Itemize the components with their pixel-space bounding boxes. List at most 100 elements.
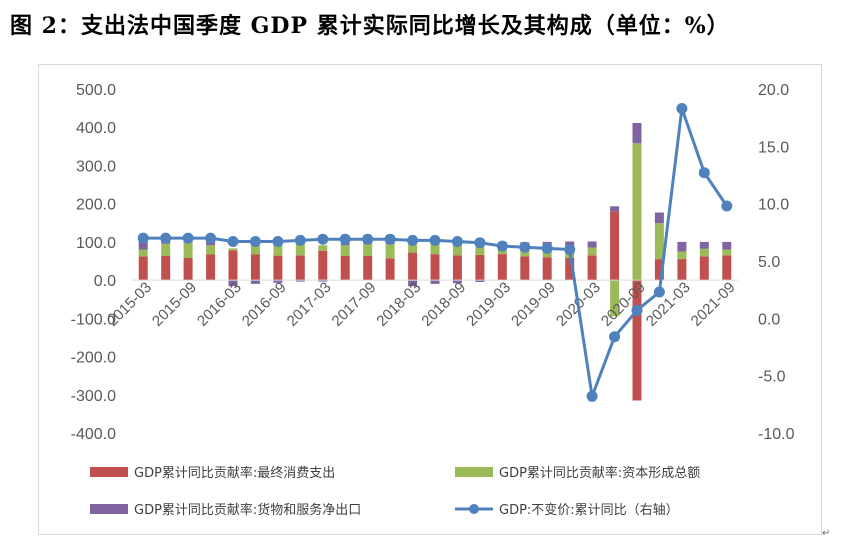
x-tick-label: 2017-03: [284, 279, 335, 330]
right-tick-label: -10.0: [758, 426, 795, 443]
gdp-point: [564, 244, 576, 255]
x-tick-label: 2019-03: [463, 279, 514, 330]
bar-segment: [161, 243, 171, 256]
left-tick-label: -200.0: [71, 350, 116, 367]
bar-segment: [228, 250, 238, 281]
gdp-point: [609, 331, 621, 343]
bar-segment: [295, 243, 305, 256]
bar-segment: [699, 241, 709, 249]
bar-segment: [408, 252, 418, 281]
bar-segment: [497, 254, 507, 281]
bar-segment: [632, 143, 642, 281]
bar-segment: [295, 280, 305, 282]
right-axis: -10.0 -5.0 0.0 5.0 10.0 15.0 20.0: [758, 82, 795, 443]
bar-segment: [250, 280, 260, 284]
bar-segment: [228, 248, 238, 251]
bar-segment: [452, 243, 462, 256]
legend-swatch: [90, 504, 128, 514]
bar-segment: [250, 254, 260, 281]
bar-segment: [318, 250, 328, 281]
gdp-point: [451, 236, 463, 247]
x-tick-label: 2018-03: [373, 279, 424, 330]
legend: GDP累计同比贡献率:最终消费支出 GDP累计同比贡献率:资本形成总额 GDP累计同…: [90, 465, 700, 518]
bar-segment: [273, 280, 283, 283]
gdp-point: [137, 232, 149, 244]
gdp-point: [317, 233, 329, 245]
gdp-point: [519, 241, 531, 253]
gdp-point: [676, 103, 688, 114]
bar-segment: [610, 211, 620, 281]
bar-segment: [138, 249, 148, 257]
bar-series: [138, 123, 732, 401]
right-tick-label: 5.0: [758, 254, 780, 271]
bar-segment: [699, 248, 709, 257]
left-tick-label: -300.0: [71, 388, 116, 405]
left-tick-label: 500.0: [76, 82, 116, 99]
gdp-point: [631, 304, 643, 316]
gdp-point: [339, 233, 351, 245]
bar-segment: [183, 242, 193, 258]
bar-segment: [654, 259, 664, 281]
bar-segment: [385, 258, 395, 281]
left-tick-label: 200.0: [76, 197, 116, 214]
legend-label: GDP累计同比贡献率:资本形成总额: [499, 465, 700, 481]
bar-segment: [138, 241, 148, 250]
bar-segment: [677, 241, 687, 252]
legend-swatch: [455, 467, 493, 477]
gdp-point: [362, 233, 374, 245]
right-tick-label: 20.0: [758, 82, 789, 99]
bar-segment: [183, 257, 193, 281]
bar-segment: [430, 280, 440, 284]
left-tick-label: -100.0: [71, 311, 116, 328]
bar-segment: [587, 255, 597, 281]
right-tick-label: 0.0: [758, 311, 780, 328]
bar-segment: [408, 244, 418, 253]
chart-title: 图 2：支出法中国季度 GDP 累计实际同比增长及其构成（单位：%）: [10, 13, 730, 39]
bar-segment: [250, 243, 260, 255]
gdp-point: [586, 390, 598, 402]
right-tick-label: 15.0: [758, 139, 789, 156]
gdp-point: [653, 286, 665, 298]
gdp-point: [227, 236, 239, 247]
legend-label: GDP累计同比贡献率:最终消费支出: [134, 465, 335, 481]
bar-segment: [228, 280, 238, 287]
bar-segment: [206, 245, 216, 255]
left-axis: -400.0 -300.0 -200.0 -100.0 0.0 100.0 200.0 300…: [71, 82, 116, 443]
bar-segment: [677, 251, 687, 259]
bar-segment: [587, 241, 597, 248]
x-tick-label: 2017-09: [329, 279, 380, 330]
bar-segment: [632, 280, 642, 401]
legend-label: GDP:不变价:累计同比（右轴）: [499, 502, 679, 518]
bar-segment: [565, 257, 575, 281]
chart-frame: [38, 64, 822, 535]
x-tick-label: 2019-09: [508, 279, 559, 330]
gdp-point: [721, 200, 733, 212]
bar-segment: [677, 259, 687, 281]
bar-segment: [363, 243, 373, 256]
bar-segment: [161, 256, 171, 281]
gdp-point: [429, 234, 441, 246]
x-tick-label: 2015-09: [149, 279, 200, 330]
legend-swatch-marker: [469, 504, 479, 514]
left-tick-label: -400.0: [71, 426, 116, 443]
bar-segment: [475, 244, 485, 255]
left-tick-label: 0.0: [94, 273, 116, 290]
gdp-point: [160, 232, 172, 244]
bar-segment: [654, 223, 664, 260]
gdp-point: [182, 232, 194, 244]
gdp-point: [384, 233, 396, 245]
bar-segment: [273, 242, 283, 256]
left-tick-label: 100.0: [76, 235, 116, 252]
bar-segment: [318, 280, 328, 282]
bar-segment: [722, 255, 732, 281]
bar-segment: [699, 256, 709, 281]
x-tick-label: 2021-09: [688, 279, 739, 330]
gdp-point: [272, 236, 284, 247]
bar-segment: [654, 212, 664, 224]
bar-segment: [295, 255, 305, 281]
bar-segment: [722, 249, 732, 256]
bar-segment: [408, 280, 418, 287]
bar-segment: [452, 280, 462, 284]
gdp-point: [294, 234, 306, 246]
